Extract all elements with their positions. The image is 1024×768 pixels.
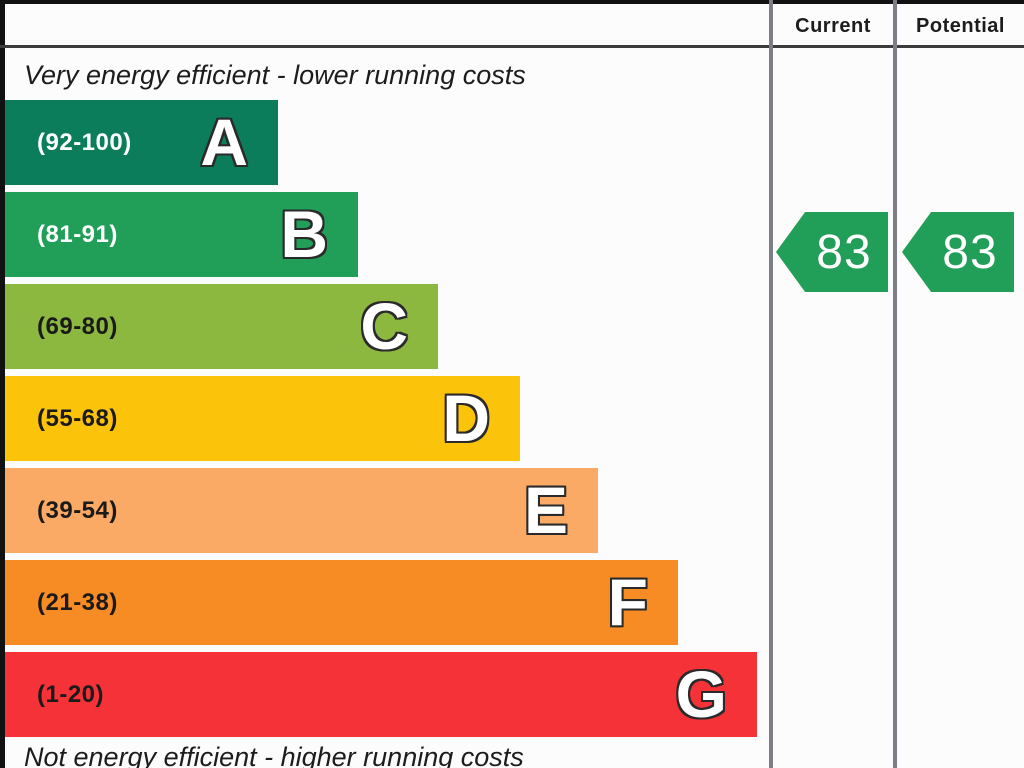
top-caption: Very energy efficient - lower running co… — [24, 60, 526, 90]
band-range-label: (69-80) — [37, 312, 118, 340]
chart-top-border — [0, 0, 1024, 4]
band-d: (55-68) D — [5, 376, 520, 461]
band-letter: E — [523, 473, 568, 547]
chart-left-border — [0, 0, 5, 768]
column-header-potential: Potential — [916, 15, 1005, 37]
band-letter: C — [360, 289, 408, 363]
band-letter: A — [200, 105, 248, 179]
bottom-caption: Not energy efficient - higher running co… — [24, 742, 524, 768]
potential-rating-arrow: 83 — [902, 212, 1014, 292]
column-header-current: Current — [795, 15, 871, 37]
band-letter: F — [607, 565, 648, 639]
column-divider-current — [769, 0, 773, 768]
band-g: (1-20) G — [5, 652, 757, 737]
band-range-label: (81-91) — [37, 220, 118, 248]
band-range-label: (21-38) — [37, 588, 118, 616]
band-f: (21-38) F — [5, 560, 678, 645]
band-range-label: (1-20) — [37, 680, 105, 708]
band-range-label: (39-54) — [37, 496, 118, 524]
current-rating-value: 83 — [816, 225, 872, 279]
band-range-label: (92-100) — [37, 128, 132, 156]
band-letter: B — [280, 197, 328, 271]
band-c: (69-80) C — [5, 284, 438, 369]
band-letter: D — [442, 381, 490, 455]
band-b: (81-91) B — [5, 192, 358, 277]
band-letter: G — [675, 657, 727, 731]
band-e: (39-54) E — [5, 468, 598, 553]
band-range-label: (55-68) — [37, 404, 118, 432]
current-rating-arrow: 83 — [776, 212, 888, 292]
band-a: (92-100) A — [5, 100, 278, 185]
potential-rating-value: 83 — [942, 225, 998, 279]
header-divider-line — [0, 45, 1024, 48]
column-divider-potential — [893, 0, 897, 768]
